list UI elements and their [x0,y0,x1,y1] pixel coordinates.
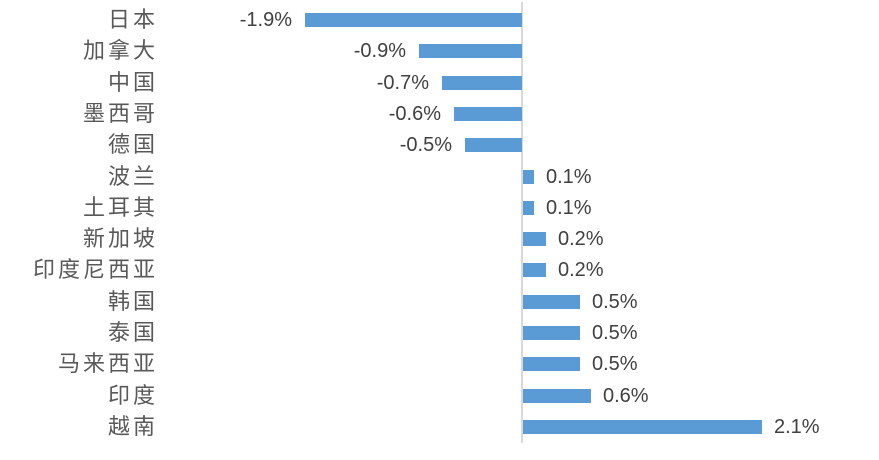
bar [419,44,522,59]
value-label: -0.6% [388,102,441,125]
category-label: 印度尼西亚 [32,257,158,283]
value-label: 0.5% [592,322,638,344]
category-label: 土耳其 [82,194,158,220]
category-label: 新加坡 [82,226,158,252]
value-label: 0.5% [592,353,638,376]
bar [523,388,591,403]
bar [523,263,546,278]
category-label: 马来西亚 [57,351,158,377]
value-label: 0.6% [603,384,649,407]
value-label: 2.1% [774,415,820,438]
bar [465,138,522,153]
category-label: 越南 [107,413,158,439]
bar [523,326,580,340]
value-label: 0.5% [592,290,638,313]
category-label: 德国 [107,132,158,158]
value-label: 0.2% [558,259,604,282]
category-label: 加拿大 [82,38,158,64]
category-label: 波兰 [107,163,158,189]
bar [523,200,534,215]
value-label: 0.1% [546,165,592,188]
value-label: 0.2% [558,228,604,251]
value-label: -1.9% [239,9,292,31]
category-label: 韩国 [107,288,158,314]
value-label: -0.9% [353,40,406,63]
bar [523,357,580,372]
bar [523,294,580,309]
bar [523,419,762,434]
bar [523,232,546,247]
value-label: 0.1% [546,196,592,219]
category-label: 日本 [107,7,158,32]
category-label: 泰国 [107,320,158,345]
category-label: 墨西哥 [82,100,158,126]
bar [305,13,522,27]
zero-axis-line [521,2,523,443]
bar [523,169,534,184]
category-label: 中国 [107,69,158,95]
value-label: -0.7% [376,71,429,94]
value-label: -0.5% [399,134,452,157]
bar [454,106,522,121]
category-label: 印度 [107,382,158,408]
bar [442,75,522,90]
